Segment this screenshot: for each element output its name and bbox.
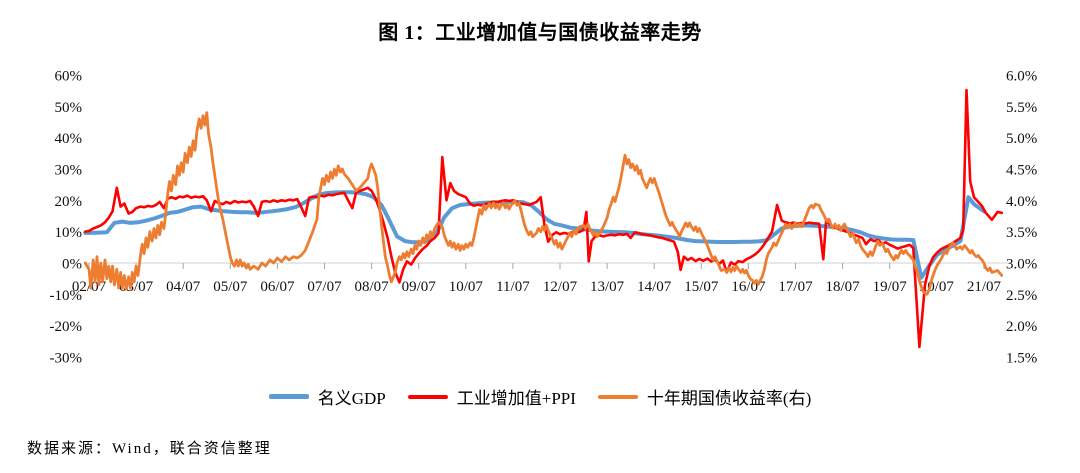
left-axis-label: -20% <box>50 319 83 335</box>
x-axis-label: 10/07 <box>449 279 484 295</box>
right-axis-label: 3.0% <box>1006 257 1037 273</box>
left-axis-label: 20% <box>55 194 83 210</box>
x-axis-label: 12/07 <box>543 279 578 295</box>
x-axis-label: 06/07 <box>260 279 295 295</box>
x-axis-label: 19/07 <box>873 279 908 295</box>
left-axis-label: 40% <box>55 131 83 147</box>
legend-item-cgb-10y-yield: 十年期国债收益率(右) <box>597 384 812 409</box>
chart-title: 图 1：工业增加值与国债收益率走势 <box>378 22 702 44</box>
x-axis-label: 13/07 <box>590 279 625 295</box>
x-axis-label: 09/07 <box>402 279 437 295</box>
right-axis-label: 5.0% <box>1006 131 1037 147</box>
left-axis-label: 50% <box>55 100 83 116</box>
right-axis-label: 2.5% <box>1006 288 1037 304</box>
chart-legend: 名义GDP 工业增加值+PPI 十年期国债收益率(右) <box>0 384 1080 409</box>
left-axis-label: 10% <box>55 225 83 241</box>
legend-label: 工业增加值+PPI <box>456 389 576 408</box>
x-axis-label: 21/07 <box>967 279 1002 295</box>
left-axis-label: -10% <box>50 288 83 304</box>
series-cgb-10y-yield <box>83 111 1004 296</box>
legend-item-nominal-gdp: 名义GDP <box>268 384 386 409</box>
series-iva-plus-ppi <box>83 88 1004 349</box>
legend-swatch-nominal-gdp <box>268 394 309 399</box>
x-axis-label: 14/07 <box>637 279 672 295</box>
x-axis-label: 15/07 <box>684 279 719 295</box>
legend-item-iva-plus-ppi: 工业增加值+PPI <box>407 384 576 409</box>
right-axis-label: 4.0% <box>1006 194 1037 210</box>
x-axis-label: 18/07 <box>826 279 861 295</box>
right-axis-label: 2.0% <box>1006 319 1037 335</box>
right-axis-label: 4.5% <box>1006 163 1037 179</box>
data-source-note: 数据来源：Wind，联合资信整理 <box>27 441 272 457</box>
left-axis-label: -30% <box>50 351 83 367</box>
x-axis-label: 11/07 <box>496 279 530 295</box>
x-axis-label: 04/07 <box>166 279 201 295</box>
x-axis-label: 05/07 <box>213 279 248 295</box>
right-axis-label: 6.0% <box>1006 69 1037 85</box>
right-axis-label: 3.5% <box>1006 225 1037 241</box>
legend-swatch-iva-plus-ppi <box>407 394 448 399</box>
left-axis-label: 30% <box>55 163 83 179</box>
legend-label: 十年期国债收益率(右) <box>646 389 812 408</box>
left-axis-label: 60% <box>55 69 83 85</box>
right-axis-label: 1.5% <box>1006 351 1037 367</box>
legend-swatch-cgb-10y-yield <box>597 394 638 399</box>
x-axis-label: 17/07 <box>778 279 813 295</box>
x-axis-label: 07/07 <box>307 279 342 295</box>
left-axis-label: 0% <box>62 257 82 273</box>
x-axis-label: 08/07 <box>355 279 390 295</box>
legend-label: 名义GDP <box>317 389 386 408</box>
right-axis-label: 5.5% <box>1006 100 1037 116</box>
